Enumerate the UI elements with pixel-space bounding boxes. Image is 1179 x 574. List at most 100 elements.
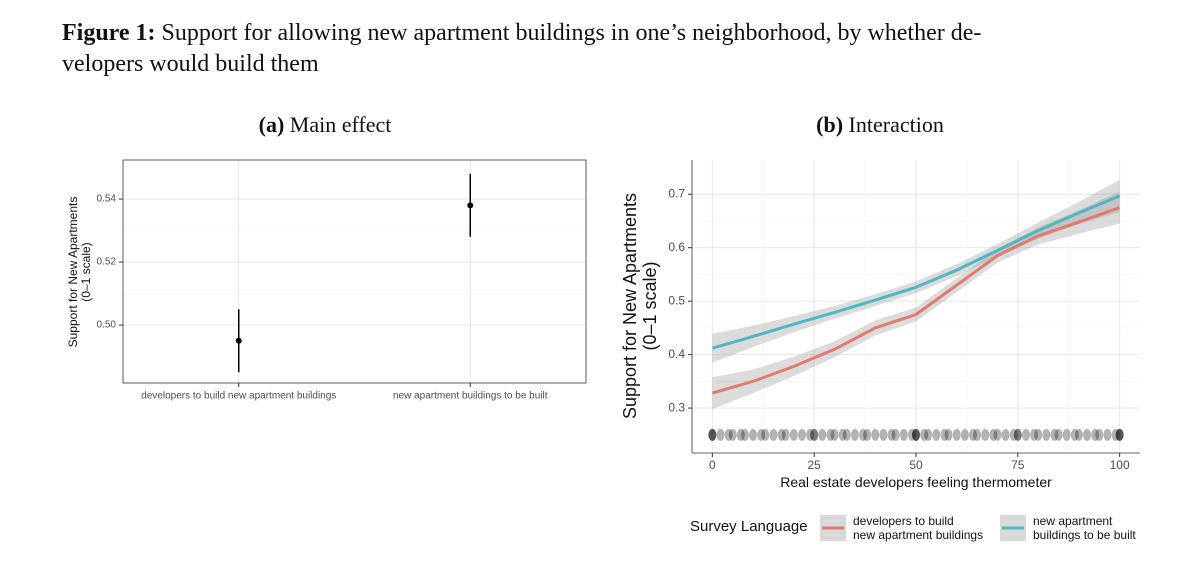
x-axis-label: Real estate developers feeling thermomet… — [780, 474, 1052, 490]
rug-point — [810, 428, 819, 441]
panel-title: (b) Interaction — [816, 112, 944, 138]
rug-point — [724, 428, 733, 441]
rug-point — [1103, 428, 1112, 441]
rug-point — [993, 428, 1002, 441]
y-axis-label: Support for New Apartments (0–1 scale) — [65, 196, 93, 348]
legend-title: Survey Language — [690, 518, 808, 535]
x-tick-label: 100 — [1110, 458, 1130, 472]
rug-point — [1054, 428, 1063, 441]
rug-point — [871, 428, 880, 441]
rug-point — [1013, 428, 1022, 441]
rug-point — [887, 428, 896, 441]
rug-point — [1115, 428, 1124, 441]
rug-point — [728, 428, 737, 441]
line — [711, 206, 1121, 395]
rug-point — [1111, 428, 1120, 441]
rug-point — [859, 428, 868, 441]
panel-label: (a) — [258, 112, 285, 137]
panel-title-text: Interaction — [848, 112, 944, 137]
rug-point — [1030, 428, 1039, 441]
rug-point — [1034, 428, 1043, 441]
rug-point — [736, 428, 745, 441]
rug-point — [879, 428, 888, 441]
rug-point — [1013, 428, 1022, 441]
rug-point — [899, 428, 908, 441]
rug-point — [826, 428, 835, 441]
rug-point — [1115, 428, 1124, 441]
line — [711, 194, 1121, 350]
rug-point — [850, 428, 859, 441]
rug-point — [830, 428, 839, 441]
rug-point — [777, 428, 786, 441]
x-tick-label: 25 — [808, 458, 822, 472]
rug-point — [781, 428, 790, 441]
rug-point — [960, 428, 969, 441]
rug-point — [924, 428, 933, 441]
point — [235, 337, 242, 344]
rug-point — [952, 428, 961, 441]
rug-point — [912, 428, 920, 441]
rug-point — [716, 428, 725, 441]
rug-point — [806, 428, 815, 441]
rug-point — [932, 428, 941, 441]
panel — [123, 160, 586, 383]
point — [467, 202, 474, 209]
rug-point — [1009, 428, 1018, 441]
rug-point — [797, 428, 806, 441]
rug-point — [708, 428, 717, 441]
y-tick-label: 0.4 — [668, 347, 685, 361]
legend-label: new apartment buildings to be built — [1033, 514, 1136, 542]
rug-point — [969, 428, 978, 441]
rug-point — [842, 428, 851, 441]
rug-point — [891, 428, 900, 441]
rug-point — [907, 428, 916, 441]
caption-label: Figure 1: — [62, 20, 156, 46]
rug-point — [944, 428, 953, 441]
rug-point — [740, 428, 749, 441]
x-tick-label: 75 — [1011, 458, 1025, 472]
rug-point — [912, 428, 920, 441]
rug-point — [818, 428, 827, 441]
rug-point — [989, 428, 998, 441]
rug-point — [981, 428, 990, 441]
rug-point — [863, 428, 872, 441]
rug-point — [920, 428, 929, 441]
y-axis-label: Support for New Apartments (0–1 scale) — [620, 192, 660, 420]
y-tick-label: 0.3 — [668, 400, 685, 414]
rug-point — [940, 428, 949, 441]
rug-point — [912, 428, 920, 441]
y-tick-label: 0.5 — [668, 293, 685, 307]
rug-point — [757, 428, 766, 441]
rug-point — [810, 428, 819, 441]
rug-point — [1083, 428, 1092, 441]
rug-point — [1001, 428, 1010, 441]
rug-point — [761, 428, 770, 441]
legend-label: developers to build new apartment buildi… — [853, 514, 984, 542]
rug-point — [1062, 428, 1071, 441]
panel-title: (a) Main effect — [259, 112, 392, 138]
rug-point — [1115, 428, 1124, 441]
panel-title-text: Main effect — [289, 112, 392, 137]
rug-point — [1070, 428, 1079, 441]
rug-point — [749, 428, 758, 441]
rug-point — [1095, 428, 1104, 441]
rug-point — [1050, 428, 1059, 441]
panel-label: (b) — [816, 112, 844, 137]
x-tick-label: 0 — [709, 458, 716, 472]
y-tick-label: 0.50 — [97, 320, 117, 331]
y-tick-label: 0.7 — [668, 186, 685, 200]
rug-point — [708, 428, 717, 441]
panel-border — [122, 159, 587, 384]
x-tick-label: 50 — [909, 458, 923, 472]
y-tick-label: 0.54 — [97, 194, 117, 205]
x-tick-label: developers to build new apartment buildi… — [141, 391, 336, 402]
y-tick-label: 0.6 — [668, 240, 685, 254]
rug-point — [838, 428, 847, 441]
rug-point — [769, 428, 778, 441]
rug-point — [1091, 428, 1100, 441]
rug-point — [1074, 428, 1083, 441]
rug-point — [1021, 428, 1030, 441]
rug-point — [973, 428, 982, 441]
